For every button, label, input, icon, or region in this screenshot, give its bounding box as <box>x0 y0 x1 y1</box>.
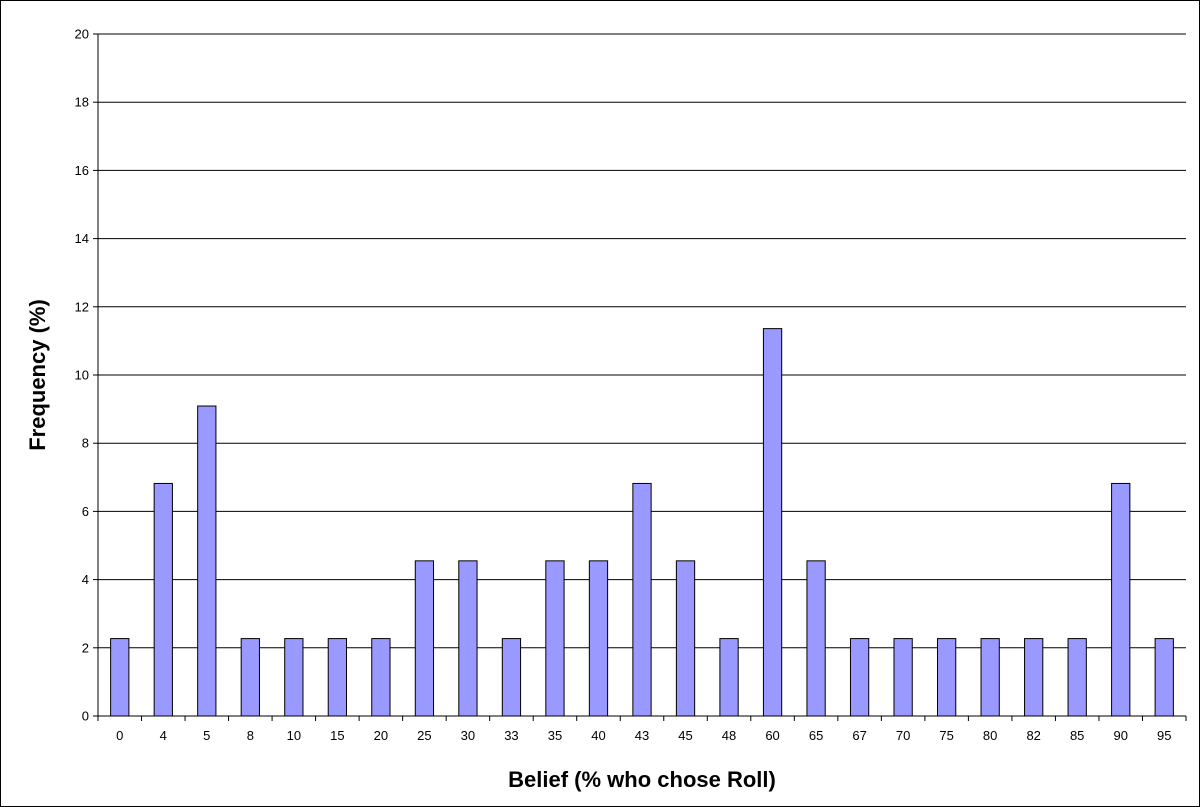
x-tick-label: 15 <box>330 728 344 743</box>
x-tick-label: 80 <box>983 728 997 743</box>
y-tick-label: 10 <box>75 368 89 383</box>
bar <box>719 638 739 717</box>
bar <box>327 638 347 717</box>
bar <box>153 482 173 717</box>
x-tick-label: 35 <box>548 728 562 743</box>
bar <box>849 638 870 717</box>
x-tick-label: 0 <box>116 728 123 743</box>
bar <box>762 328 783 717</box>
bar <box>371 638 391 717</box>
y-tick-label: 6 <box>82 504 89 519</box>
bar <box>240 638 260 717</box>
x-tick-label: 48 <box>722 728 736 743</box>
x-tick-label: 90 <box>1113 728 1127 743</box>
y-tick-label: 20 <box>75 27 89 42</box>
y-tick-label: 4 <box>82 572 89 587</box>
y-tick-label: 8 <box>82 436 89 451</box>
bar <box>980 638 1000 717</box>
bar <box>1154 638 1174 717</box>
x-tick-label: 30 <box>461 728 475 743</box>
x-tick-label: 5 <box>203 728 210 743</box>
x-tick-label: 20 <box>374 728 388 743</box>
bar <box>806 560 826 717</box>
bar <box>414 560 435 717</box>
x-tick-label: 95 <box>1157 728 1171 743</box>
bar <box>197 405 217 717</box>
x-tick-label: 60 <box>765 728 779 743</box>
x-tick-label: 67 <box>852 728 866 743</box>
y-tick-label: 14 <box>75 231 89 246</box>
bar <box>458 560 478 717</box>
x-tick-label: 65 <box>809 728 823 743</box>
bar <box>675 560 696 717</box>
bar <box>588 560 609 717</box>
bars <box>110 328 1174 717</box>
x-axis-ticks: 0 4 5 8 10 15 20 25 30 33 35 40 43 45 48 60 65 67 70 75 80 82… <box>97 716 1187 743</box>
x-tick-label: 82 <box>1026 728 1040 743</box>
x-tick-label: 33 <box>504 728 518 743</box>
y-tick-label: 0 <box>82 709 89 724</box>
x-tick-label: 4 <box>160 728 167 743</box>
y-tick-label: 18 <box>75 95 89 110</box>
bar <box>501 638 522 717</box>
gridlines <box>98 33 1186 649</box>
x-tick-label: 10 <box>287 728 301 743</box>
x-tick-label: 45 <box>678 728 692 743</box>
x-tick-label: 75 <box>939 728 953 743</box>
bar <box>545 560 565 717</box>
y-tick-label: 12 <box>75 299 89 314</box>
y-axis-ticks: 0 2 4 6 8 10 12 14 16 18 20 <box>75 27 98 724</box>
y-tick-label: 16 <box>75 163 89 178</box>
bar <box>1024 638 1044 717</box>
x-tick-label: 40 <box>591 728 605 743</box>
bar <box>284 638 304 717</box>
y-axis-title: Frequency (%) <box>25 299 50 451</box>
x-axis-title: Belief (% who chose Roll) <box>508 767 776 792</box>
x-tick-label: 8 <box>247 728 254 743</box>
bar <box>937 638 957 717</box>
y-tick-label: 2 <box>82 640 89 655</box>
bar <box>1111 482 1131 717</box>
x-tick-label: 25 <box>417 728 431 743</box>
x-tick-label: 43 <box>635 728 649 743</box>
bar <box>893 638 913 717</box>
bar <box>110 638 130 717</box>
x-tick-label: 85 <box>1070 728 1084 743</box>
x-tick-label: 70 <box>896 728 910 743</box>
bar <box>632 482 652 717</box>
bar <box>1067 638 1087 717</box>
